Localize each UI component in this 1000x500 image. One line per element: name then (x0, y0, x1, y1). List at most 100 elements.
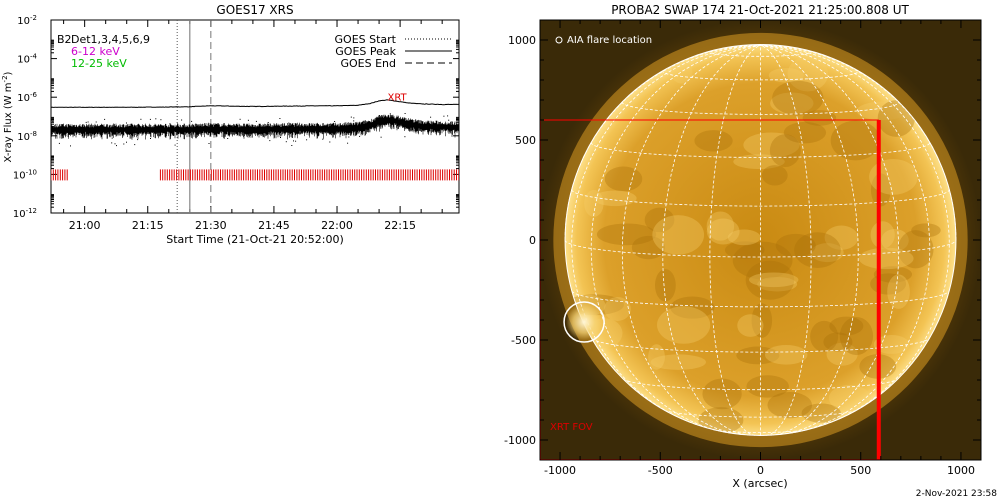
short-channel-outlier (181, 119, 183, 121)
coronal-dark-region (823, 332, 853, 352)
y-tick-label: 10-4 (17, 53, 37, 66)
short-channel-outlier (247, 119, 249, 121)
short-channel-outlier (116, 145, 117, 147)
active-region-bright (770, 92, 814, 115)
coronal-dark-region (767, 391, 813, 419)
longitude-line (571, 44, 761, 425)
short-channel-outlier (448, 119, 450, 121)
short-channel-outlier (267, 122, 269, 123)
coronal-dark-region (801, 403, 841, 423)
short-channel-outlier (347, 142, 349, 144)
y-tick-label: 10-2 (17, 14, 37, 27)
active-region-bright (881, 229, 909, 252)
x-tick-label: 21:15 (132, 219, 164, 232)
swap-x-axis: -1000 -500 0 500 1000 (539, 20, 982, 477)
active-region-bright (648, 344, 665, 370)
flare-brightening (566, 303, 603, 341)
active-region-bright (650, 354, 706, 370)
swap-y-tick-label: 0 (529, 234, 536, 247)
coronal-dark-region (802, 110, 837, 126)
coronal-dark-region (745, 260, 795, 300)
swap-x-tick-label: 1000 (947, 464, 975, 477)
coronal-dark-region (830, 120, 881, 161)
coronal-dark-region (911, 223, 941, 238)
legend-goes-start: GOES Start (335, 33, 397, 46)
longitude-line (760, 44, 812, 436)
longitude-line (760, 44, 950, 425)
short-channel-outlier (149, 118, 151, 120)
goes-channel-legend: B2 Det1,3,4,5,6,9 6-12 keV 12-25 keV (57, 33, 150, 70)
coronal-dark-region (751, 303, 773, 338)
coronal-dark-region (829, 316, 864, 336)
x-tick-label: 21:45 (258, 219, 290, 232)
short-channel-outlier (58, 142, 60, 144)
active-region-bright (824, 225, 859, 250)
coronal-dark-region (783, 121, 827, 144)
legend-goes-end: GOES End (340, 57, 396, 70)
short-channel-outlier (280, 137, 281, 138)
coronal-dark-region (794, 232, 841, 268)
goes-y-label: X-ray Flux (W m-2) (1, 71, 14, 162)
latitude-line (664, 409, 857, 418)
active-region-bright (810, 243, 844, 263)
coronal-dark-region (897, 230, 934, 269)
longitude-line (662, 44, 761, 436)
goes-x-label: Start Time (21-Oct-21 20:52:00) (166, 233, 344, 246)
swap-x-tick-label: 500 (850, 464, 871, 477)
coronal-dark-region (736, 346, 780, 365)
x-tick-label: 22:15 (384, 219, 416, 232)
coronal-dark-region (694, 130, 733, 152)
active-region-bright (604, 296, 631, 321)
short-channel-outlier (111, 142, 113, 144)
coronal-dark-region (702, 378, 742, 410)
swap-y-tick-label: 1000 (508, 34, 536, 47)
short-channel-outlier (227, 138, 229, 139)
coronal-dark-region (761, 165, 788, 186)
footer-date: 2-Nov-2021 23:58 (916, 489, 998, 499)
short-channel-outlier (359, 135, 361, 137)
y-tick-label: 10-8 (17, 130, 37, 143)
short-channel-outlier (329, 141, 331, 143)
swap-y-axis: -1000 -500 0 500 1000 (504, 19, 981, 461)
channel-label-12-25: 12-25 keV (71, 57, 127, 70)
swap-legend: AIA flare location (555, 35, 652, 46)
active-region-bright (727, 229, 761, 246)
active-region-bright (828, 384, 871, 412)
active-region-bright (706, 218, 740, 245)
y-tick-label: 10-6 (17, 91, 37, 104)
coronal-dark-region (654, 269, 676, 302)
x-tick-label: 21:00 (69, 219, 101, 232)
channel-label-det: Det1,3,4,5,6,9 (71, 33, 150, 46)
active-region-bright (873, 335, 910, 354)
swap-x-tick-label: -1000 (544, 464, 576, 477)
short-channel-outlier (443, 115, 445, 117)
latitude-line (591, 338, 930, 353)
limb-outline (564, 44, 957, 436)
swap-y-tick-label: -500 (511, 334, 536, 347)
active-region-bright (748, 272, 799, 288)
short-channel-outlier (95, 121, 97, 123)
goes-y-axis: 10-12 10-10 10-8 10-6 10-4 10-2 (13, 14, 459, 220)
active-region-bright (670, 61, 693, 84)
goes-x-axis: 21:00 21:15 21:30 21:45 22:00 22:15 (63, 20, 443, 232)
active-region-bright (768, 68, 804, 83)
series-short-channel (51, 114, 459, 140)
short-channel-outlier (389, 113, 391, 115)
coronal-dark-region (596, 223, 657, 246)
flare-legend-symbol (555, 36, 563, 44)
short-channel-outlier (279, 118, 281, 119)
swap-title: PROBA2 SWAP 174 21-Oct-2021 21:25:00.808… (611, 3, 909, 17)
short-channel-outlier (126, 141, 127, 143)
short-channel-outlier (269, 140, 271, 142)
swap-image (540, 20, 981, 460)
active-region-bright (737, 314, 764, 337)
longitude-line (760, 44, 931, 434)
short-channel-outlier (288, 122, 290, 124)
short-channel-outlier (430, 116, 432, 118)
swap-y-tick-label: -1000 (504, 434, 536, 447)
active-region-bright (787, 56, 829, 92)
short-channel-outlier (404, 113, 406, 114)
goes-xrt-coverage: XRT (51, 92, 459, 181)
active-region-bright (764, 345, 808, 365)
